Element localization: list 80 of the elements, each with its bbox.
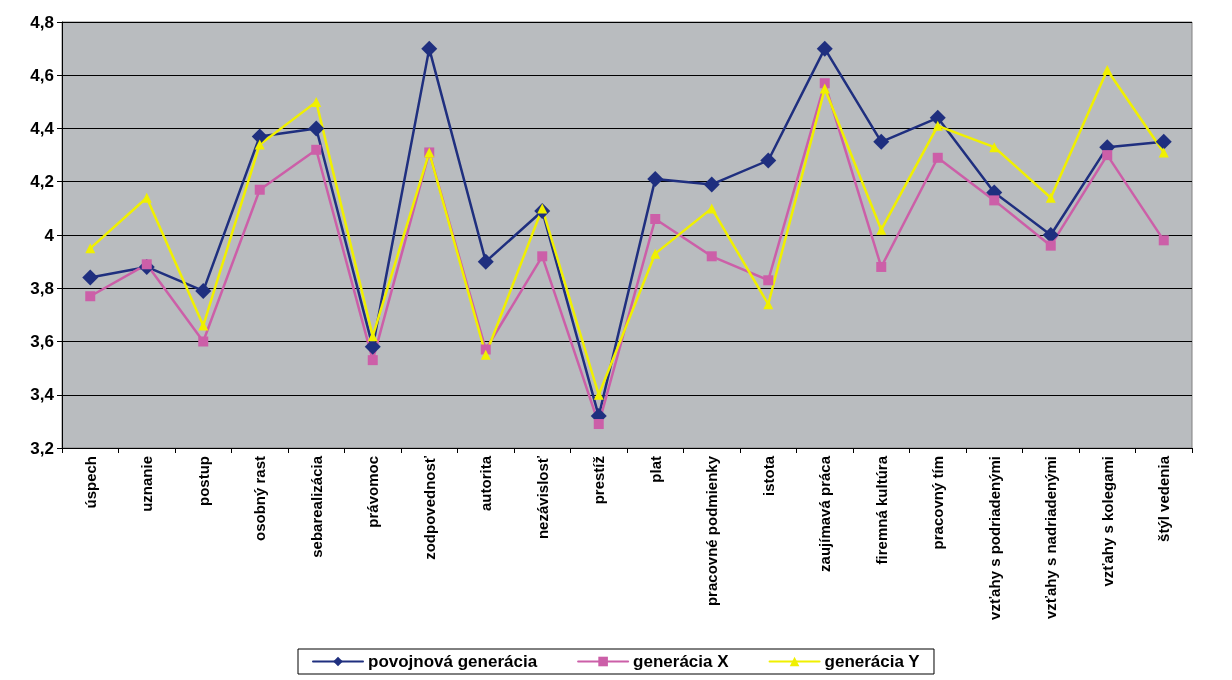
point: [989, 195, 1000, 206]
y-tick-label: 4,2: [30, 172, 54, 192]
point: [1042, 227, 1059, 243]
x-tick-label: istota: [759, 455, 777, 497]
legend-label: povojnová generácia: [368, 652, 538, 671]
point: [1102, 64, 1113, 75]
point: [929, 109, 946, 126]
x-tick-label: nezávislosť: [533, 455, 551, 540]
x-tick-label: postup: [194, 456, 212, 506]
point: [537, 251, 548, 262]
x-tick-label: vzťahy s podriadenými: [985, 456, 1003, 620]
point: [311, 96, 322, 107]
point: [480, 344, 491, 355]
point: [198, 320, 209, 331]
x-tick-label: štýl vedenia: [1155, 455, 1173, 542]
x-tick-label: zodpovednosť: [420, 455, 438, 560]
point: [367, 355, 378, 366]
point: [650, 248, 661, 259]
point: [706, 251, 717, 262]
point: [647, 171, 664, 188]
legend-label: generácia X: [633, 652, 730, 671]
x-tick-label: plat: [646, 456, 664, 483]
legend-label: generácia Y: [824, 652, 921, 671]
point: [195, 282, 212, 299]
x-tick-label: zaujímavá práca: [816, 455, 834, 572]
point: [311, 144, 322, 155]
point: [1045, 240, 1056, 251]
x-tick-label: uznanie: [138, 456, 156, 512]
point: [85, 243, 96, 254]
x-tick-label: úspech: [81, 456, 99, 509]
y-tick-label: 3,4: [30, 385, 55, 405]
point: [1102, 150, 1113, 161]
point: [819, 83, 830, 94]
point: [254, 139, 265, 150]
point: [1158, 235, 1169, 246]
point: [421, 40, 438, 57]
point: [477, 253, 494, 270]
point: [480, 349, 491, 360]
point: [763, 275, 774, 286]
point: [251, 128, 268, 145]
point: [254, 184, 265, 195]
point: [82, 269, 99, 286]
point: [1045, 192, 1056, 203]
point: [198, 336, 209, 347]
x-tick-label: vzťahy s nadriadenými: [1042, 456, 1060, 620]
point: [873, 133, 890, 150]
y-tick-label: 3,8: [30, 278, 54, 298]
point: [876, 224, 887, 235]
point: [989, 142, 1000, 153]
point: [650, 214, 661, 225]
point: [876, 261, 887, 272]
point: [703, 176, 720, 193]
y-tick-label: 4,4: [30, 119, 55, 138]
point: [816, 40, 833, 57]
x-tick-label: firemná kultúra: [872, 455, 890, 565]
x-tick-label: pracovný tím: [929, 456, 947, 550]
x-tick-label: pracovné podmienky: [703, 455, 721, 607]
y-tick-label: 4,6: [30, 65, 54, 85]
point: [932, 120, 943, 131]
x-tick-label: právomoc: [364, 456, 382, 528]
point: [760, 152, 777, 169]
point: [1158, 147, 1169, 158]
x-tick-label: autorita: [477, 455, 495, 512]
y-tick-label: 3,6: [30, 332, 54, 351]
point: [819, 78, 830, 89]
point: [1155, 133, 1172, 150]
y-tick-label: 3,2: [30, 438, 54, 458]
point: [932, 152, 943, 163]
x-tick-label: osobný rast: [251, 456, 269, 542]
point: [763, 299, 774, 310]
y-tick-label: 4,8: [30, 12, 54, 32]
point: [706, 203, 717, 214]
y-tick-label: 4: [44, 225, 55, 245]
point: [308, 120, 325, 137]
x-tick-label: sebarealizácia: [307, 455, 325, 558]
x-tick-label: vzťahy s kolegami: [1098, 456, 1116, 587]
point: [593, 389, 604, 400]
point: [593, 419, 604, 430]
point: [85, 291, 96, 302]
x-tick-label: prestíž: [590, 456, 608, 505]
